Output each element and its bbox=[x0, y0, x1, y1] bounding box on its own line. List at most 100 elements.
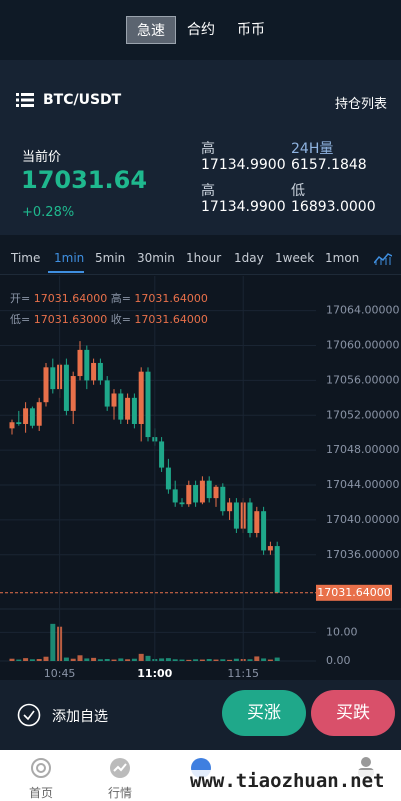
volume-bar bbox=[97, 659, 103, 661]
volume-bar bbox=[179, 659, 185, 661]
last-price-box bbox=[316, 584, 392, 601]
buy-down-button[interactable]: 买跌 bbox=[311, 690, 395, 736]
candle-body bbox=[138, 371, 144, 424]
volume-bar bbox=[274, 657, 280, 661]
candle-body bbox=[172, 489, 178, 503]
volume-bar bbox=[138, 653, 144, 661]
period[interactable]: 1hour bbox=[186, 251, 222, 265]
y-tick-label: 0.00 bbox=[326, 654, 351, 667]
buy-up-button[interactable]: 买涨 bbox=[222, 690, 306, 736]
last-price-label: 17031.64000 bbox=[317, 586, 390, 599]
pair: BTC/USDT bbox=[43, 92, 122, 108]
volume-bar bbox=[145, 655, 151, 661]
period-underline bbox=[48, 271, 84, 273]
legend-value: 17031.64000 bbox=[33, 292, 108, 305]
volume-bar bbox=[91, 657, 97, 661]
period-bar: Time 1min 5min 30min 1hour 1day 1week 1m… bbox=[0, 235, 401, 275]
y-tick-label: 17036.00000 bbox=[326, 548, 399, 561]
legend-label: 收= bbox=[110, 313, 131, 326]
candle-body bbox=[23, 408, 29, 424]
candle-body bbox=[16, 422, 22, 424]
volume-bar bbox=[172, 659, 178, 661]
candle-body bbox=[274, 546, 280, 593]
volume-bar bbox=[16, 659, 22, 661]
tab[interactable]: 合约 bbox=[187, 22, 215, 38]
positions-link[interactable]: 持仓列表 bbox=[334, 97, 387, 112]
volume-bar bbox=[199, 659, 205, 661]
candle-body bbox=[104, 380, 110, 407]
volume-bar bbox=[77, 655, 83, 661]
nav-label[interactable]: 行情 bbox=[108, 786, 133, 800]
price: 17031.64 bbox=[21, 166, 148, 194]
volume-bar bbox=[193, 659, 199, 661]
volume-bar bbox=[131, 658, 137, 661]
candle-body bbox=[206, 480, 212, 499]
check-icon[interactable] bbox=[17, 703, 41, 727]
period[interactable]: 1min bbox=[54, 251, 85, 265]
candle-body bbox=[91, 362, 97, 381]
stat-label: 低 bbox=[291, 183, 305, 199]
menu-icon[interactable] bbox=[16, 93, 34, 107]
watermark: www.tiaozhuan.net bbox=[190, 770, 385, 792]
period[interactable]: 1mon bbox=[325, 251, 360, 265]
candle-body bbox=[261, 511, 267, 551]
x-tick-label: 10:45 bbox=[44, 667, 76, 680]
kline-legend: 开= 17031.64000 高= 17031.64000 bbox=[10, 290, 208, 306]
candle-body bbox=[267, 546, 273, 551]
y-tick-label: 17044.00000 bbox=[326, 478, 399, 491]
indicator-icon[interactable] bbox=[374, 251, 392, 265]
y-tick-label: 17052.00000 bbox=[326, 408, 399, 421]
nav-icon[interactable] bbox=[30, 757, 52, 779]
volume-bar bbox=[125, 659, 131, 661]
volume-bar bbox=[104, 659, 110, 661]
volume-bar bbox=[227, 659, 233, 661]
candle-body bbox=[118, 393, 124, 420]
period[interactable]: 5min bbox=[95, 251, 126, 265]
volume-bar bbox=[29, 659, 35, 661]
y-tick-label: 17060.00000 bbox=[326, 339, 399, 352]
volume-bar bbox=[254, 656, 260, 661]
candle-body bbox=[70, 376, 76, 411]
candle-body bbox=[193, 485, 199, 503]
candle-body bbox=[9, 422, 15, 429]
y-tick-label: 17056.00000 bbox=[326, 373, 399, 386]
candle-body bbox=[220, 486, 226, 512]
candle-body bbox=[186, 485, 192, 505]
period[interactable]: Time bbox=[11, 251, 41, 265]
legend-label: 开= bbox=[10, 292, 31, 305]
y-tick-label: 17048.00000 bbox=[326, 443, 399, 456]
legend-label: 低= bbox=[10, 313, 31, 326]
y-tick-label: 17064.00000 bbox=[326, 304, 399, 317]
stat-value: 6157.1848 bbox=[291, 157, 367, 173]
watch-button[interactable]: 添加自选 bbox=[52, 709, 108, 725]
volume-bar bbox=[261, 658, 267, 661]
nav-label[interactable]: 首页 bbox=[29, 786, 54, 800]
tab[interactable]: 币币 bbox=[237, 22, 265, 38]
candle-body bbox=[125, 397, 131, 420]
tab[interactable]: 急速 bbox=[126, 16, 176, 44]
candle-body bbox=[159, 441, 165, 468]
candle-body bbox=[247, 502, 253, 533]
volume-bar bbox=[267, 659, 273, 661]
volume-bar bbox=[186, 659, 192, 661]
candle-body bbox=[254, 511, 260, 533]
volume-bar bbox=[9, 658, 15, 661]
price-label: 当前价 bbox=[22, 150, 62, 165]
period[interactable]: 1day bbox=[234, 251, 264, 265]
candle-body bbox=[213, 486, 219, 499]
stat-value: 17134.9900 bbox=[201, 199, 286, 215]
candle-body bbox=[165, 467, 171, 490]
candle-body bbox=[233, 502, 239, 529]
volume-bar bbox=[247, 659, 253, 661]
volume-bar bbox=[165, 658, 171, 661]
stat-value: 16893.0000 bbox=[291, 199, 376, 215]
volume-bar bbox=[111, 659, 117, 661]
nav-icon[interactable] bbox=[109, 757, 131, 779]
period[interactable]: 30min bbox=[137, 251, 175, 265]
top-bar: 急速 合约 币币 bbox=[0, 0, 401, 60]
candle-body bbox=[43, 367, 49, 403]
volume-bar bbox=[118, 658, 124, 661]
candle-body bbox=[227, 502, 233, 512]
period[interactable]: 1week bbox=[275, 251, 315, 265]
